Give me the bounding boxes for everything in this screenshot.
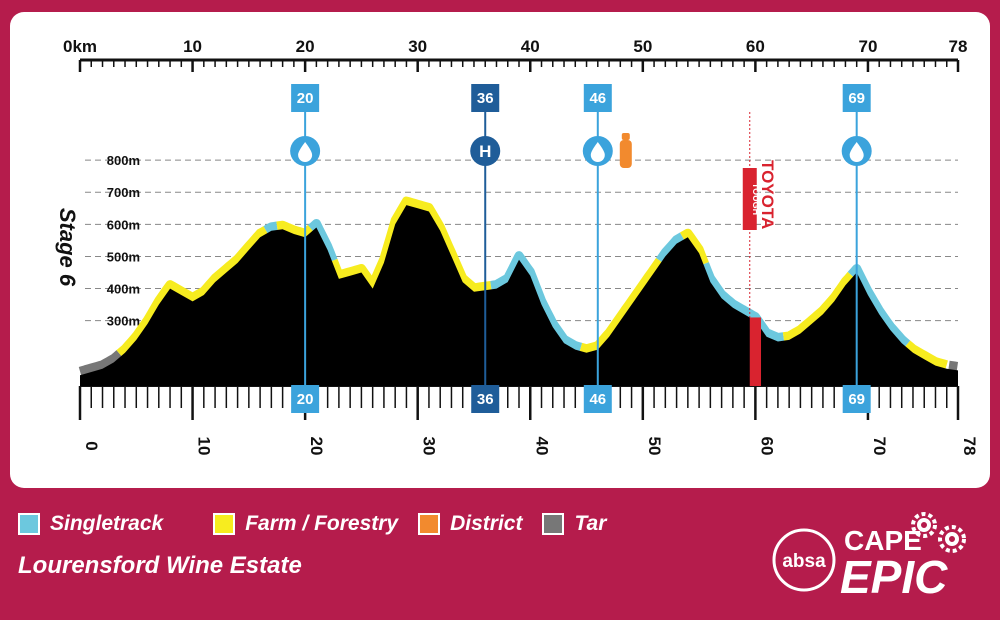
legend-label: Tar [574,512,607,535]
x-tick-label-bottom: 40 [532,437,551,456]
absa-logo-icon: absa [772,528,836,592]
surface-segment [116,226,268,358]
x-tick-label-bottom: 0 [82,441,101,450]
marker-badge [842,385,871,413]
legend-swatch [418,513,441,535]
x-tick-label-top: 70 [858,37,877,56]
marker-badge [471,84,500,112]
surface-segment [781,271,855,342]
marker-badge-label: 46 [589,90,606,107]
x-tick-label-top: 40 [521,37,540,56]
x-tick-label-top: 20 [296,37,315,56]
legend-label: Farm / Forestry [245,512,399,535]
x-tick-label-bottom: 78 [960,437,979,456]
legend-label: District [450,512,523,535]
water-drop-icon [590,142,605,162]
marker-badge-label: 36 [477,391,494,408]
x-tick-label-bottom: 60 [757,437,776,456]
surface-segment [579,257,664,354]
logo-cape-text: CAPE [844,525,922,556]
x-tick-label-top: 10 [183,37,202,56]
marker-badge [583,84,612,112]
surface-segment [656,232,685,264]
chart-panel: 0km 0 10 10 20 20 30 30 40 40 50 50 60 60 70 70 78 78 300… [10,12,990,488]
sponsor-tag-box [742,168,757,230]
y-tick-label: 400m [107,282,140,297]
legend-item-singletrack: Singletrack [18,512,163,536]
marker-badge [291,385,320,413]
elevation-chart: 0km 0 10 10 20 20 30 30 40 40 50 50 60 60 70 70 78 78 300… [55,37,979,456]
water-drop-icon [298,142,313,162]
surface-segment [847,264,911,348]
gears-icon [911,512,966,553]
water-drop-icon [849,142,864,162]
legend-swatch [213,513,236,535]
surface-segment [700,262,786,342]
x-tick-label-top: 78 [949,37,968,56]
y-tick-label: 800m [107,153,140,168]
venue-name: Lourensford Wine Estate [18,552,302,579]
marker-badge-label: 46 [589,391,606,408]
surface-segment [489,251,583,352]
x-tick-label-top: 50 [633,37,652,56]
sponsor-section-bar [749,317,762,386]
marker-badge-label: 36 [477,90,494,107]
x-tick-label-bottom: 50 [645,437,664,456]
marker-badge [842,84,871,112]
hospital-icon: H [479,142,491,161]
sponsor-logo: absa CAPE EPIC [772,512,966,603]
bottle-body [619,140,632,168]
marker-badge-label: 69 [848,90,865,107]
marker-badge-label: 69 [848,391,865,408]
absa-logo-text: absa [782,551,826,572]
legend-label: Singletrack [50,512,164,535]
legend-item-district: District [418,512,522,536]
x-tick-label-bottom: 30 [420,437,439,456]
chart-title: Stage 6 [55,208,80,287]
x-tick-label-bottom: 20 [307,437,326,456]
bottle-cap [621,133,630,140]
marker-badge [291,84,320,112]
marker-badge-label: 20 [297,391,314,408]
x-tick-label-top: 60 [746,37,765,56]
surface-segment [904,340,949,370]
marker-badge [471,385,500,413]
sponsor-subtitle: TOUGH [751,183,761,215]
y-tick-label: 500m [107,249,140,264]
y-tick-label: 700m [107,185,140,200]
legend: Singletrack Farm / Forestry District Tar [18,512,626,536]
elevation-area [80,205,958,386]
legend-item-tar: Tar [542,512,606,536]
surface-segment [78,350,123,376]
marker-badge [583,385,612,413]
legend-item-farm-forestry: Farm / Forestry [213,512,398,536]
x-tick-label-bottom: 10 [195,437,214,456]
bottle-icon [619,133,632,168]
surface-segment [263,221,279,234]
surface-segment [679,228,709,266]
surface-segment [307,219,338,263]
surface-segment [329,196,493,293]
x-tick-label-top: 30 [408,37,427,56]
sponsor-title: TOYOTA [758,160,777,229]
x-tick-label-bottom: 70 [870,437,889,456]
legend-swatch [542,513,565,535]
logo-epic-text: EPIC [840,551,948,603]
surface-segment [947,360,960,371]
y-tick-label: 300m [107,314,140,329]
y-tick-label: 600m [107,217,140,232]
marker-icon-circle [470,136,501,166]
x-tick-label-top: 0km [63,37,97,56]
legend-swatch [18,513,40,535]
marker-badge-label: 20 [297,90,314,107]
